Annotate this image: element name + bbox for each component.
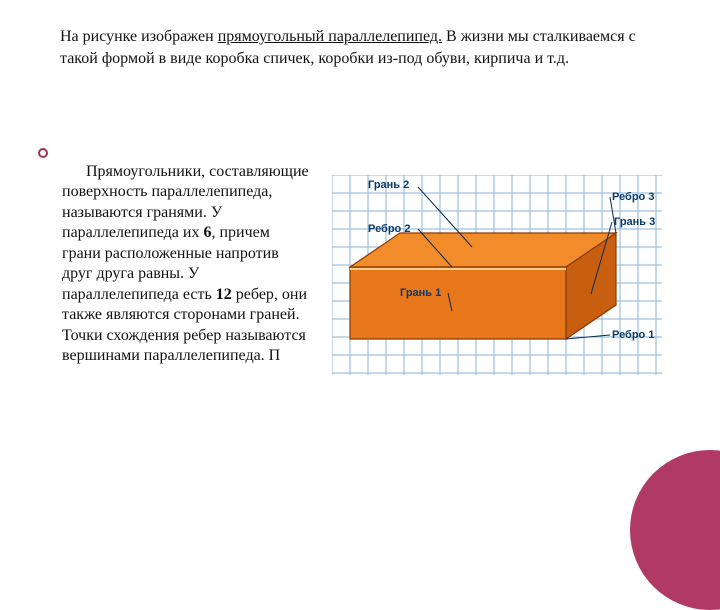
label-rebro3: Ребро 3	[612, 191, 654, 203]
body-twelve: 12	[216, 286, 232, 303]
parallelepiped-diagram: Грань 2 Ребро 2 Ребро 3 Грань 3 Грань 1 …	[332, 175, 662, 375]
intro-prefix: На рисунке изображен	[60, 28, 218, 45]
corner-circle-decor	[630, 450, 720, 610]
label-rebro2: Ребро 2	[368, 223, 410, 235]
label-rebro1: Ребро 1	[612, 329, 654, 341]
box-svg	[332, 175, 662, 375]
label-gran2: Грань 2	[368, 179, 409, 191]
intro-keyword: прямоугольный параллелепипед.	[218, 28, 442, 45]
bullet-icon	[38, 148, 48, 158]
body-p1: Прямоугольники, составляющие поверхность…	[62, 163, 309, 241]
label-gran1: Грань 1	[400, 287, 441, 299]
body-text: Прямоугольники, составляющие поверхность…	[62, 162, 312, 367]
intro-text: На рисунке изображен прямоугольный парал…	[60, 26, 660, 69]
slide: На рисунке изображен прямоугольный парал…	[0, 0, 720, 540]
label-gran3: Грань 3	[614, 216, 655, 228]
